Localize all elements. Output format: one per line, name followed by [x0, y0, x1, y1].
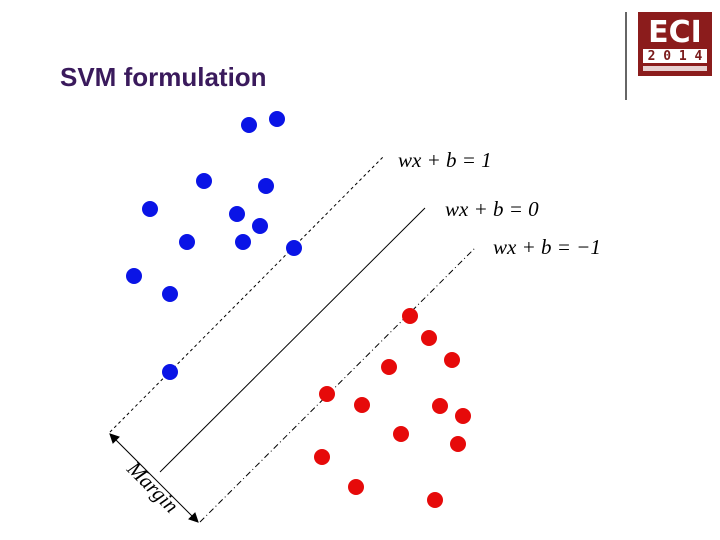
equation: wx + b = 1	[398, 148, 492, 172]
point	[229, 206, 245, 222]
point	[348, 479, 364, 495]
point	[196, 173, 212, 189]
decision-line	[159, 207, 426, 473]
point	[252, 218, 268, 234]
point	[126, 268, 142, 284]
arrow-heads	[109, 433, 199, 523]
margin-arrow	[109, 433, 199, 523]
point	[444, 352, 460, 368]
point	[179, 234, 195, 250]
point	[432, 398, 448, 414]
logo-name: ECI	[648, 15, 702, 50]
point	[235, 234, 251, 250]
point	[241, 117, 257, 133]
point	[162, 364, 178, 380]
point	[142, 201, 158, 217]
logo-box	[638, 12, 712, 76]
point	[427, 492, 443, 508]
point	[450, 436, 466, 452]
upper-margin-line	[109, 156, 384, 433]
red-points	[314, 308, 471, 508]
equation: wx + b = −1	[493, 235, 601, 259]
point	[286, 240, 302, 256]
point	[381, 359, 397, 375]
logo-year: 2 0 1 4	[648, 49, 703, 64]
margin-label: Margin	[122, 456, 184, 518]
logo-strip	[643, 66, 707, 71]
point	[162, 286, 178, 302]
blue-points	[126, 111, 302, 380]
hyperplanes	[109, 156, 476, 523]
point	[393, 426, 409, 442]
point	[402, 308, 418, 324]
slide-title: SVM formulation	[60, 62, 267, 92]
lower-margin-line	[199, 247, 476, 523]
point	[421, 330, 437, 346]
point	[354, 397, 370, 413]
logo-band	[643, 49, 707, 63]
point	[314, 449, 330, 465]
point	[269, 111, 285, 127]
logo: ECI 2 0 1 4	[638, 12, 712, 76]
equation: wx + b = 0	[445, 197, 539, 221]
point	[455, 408, 471, 424]
point	[258, 178, 274, 194]
point	[319, 386, 335, 402]
